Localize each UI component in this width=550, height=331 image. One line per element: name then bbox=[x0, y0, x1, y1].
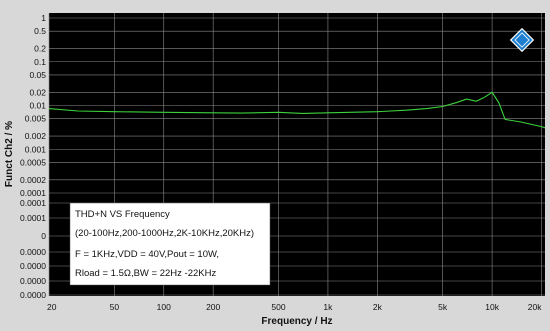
y-tick-label: 0.0001 bbox=[20, 198, 46, 208]
y-tick-label: 0.0002 bbox=[20, 175, 46, 185]
y-tick-label: 0.2 bbox=[34, 44, 46, 54]
x-tick-label: 500 bbox=[271, 302, 285, 312]
x-tick-label: 50 bbox=[110, 302, 120, 312]
y-tick-label: 0.0000 bbox=[20, 261, 46, 271]
y-tick-label: 0.02 bbox=[29, 87, 46, 97]
series-line bbox=[48, 91, 546, 129]
y-tick-label: 0.005 bbox=[25, 114, 47, 124]
annotation-box: THD+N VS Frequency (20-100Hz,200-1000Hz,… bbox=[69, 202, 271, 286]
annotation-line-1: THD+N VS Frequency bbox=[75, 209, 170, 220]
y-tick-label: 0.0001 bbox=[20, 188, 46, 198]
x-tick-label: 10k bbox=[485, 302, 499, 312]
rohde-schwarz-logo-icon bbox=[509, 27, 535, 53]
x-tick-label: 200 bbox=[206, 302, 220, 312]
x-tick-label: 2k bbox=[373, 302, 383, 312]
grid bbox=[48, 13, 545, 296]
y-tick-label: 0.5 bbox=[34, 26, 46, 36]
y-tick-labels: 1 0.5 0.2 0.1 0.05 0.02 0.01 0.005 0.002 0.001 0.0… bbox=[20, 13, 46, 300]
y-tick-label: 0 bbox=[41, 231, 46, 241]
y-axis-title: Funct Ch2 / % bbox=[4, 121, 15, 187]
x-tick-label: 100 bbox=[157, 302, 171, 312]
y-tick-label: 0.0000 bbox=[20, 247, 46, 257]
x-axis-title: Frequency / Hz bbox=[261, 316, 332, 326]
series-layer bbox=[48, 91, 546, 129]
y-tick-label: 0.05 bbox=[29, 70, 46, 80]
annotation-line-4: Rload = 1.5Ω,BW = 22Hz -22KHz bbox=[75, 268, 216, 279]
y-tick-label: 0.0005 bbox=[20, 157, 46, 167]
annotation-line-2: (20-100Hz,200-1000Hz,2K-10KHz,20KHz) bbox=[75, 228, 254, 239]
y-tick-label: 0.0000 bbox=[20, 290, 46, 300]
y-tick-label: 0.001 bbox=[25, 144, 47, 154]
x-tick-label: 20 bbox=[47, 302, 57, 312]
y-tick-label: 0.002 bbox=[25, 131, 47, 141]
x-tick-label: 20k bbox=[528, 302, 542, 312]
y-tick-label: 0.01 bbox=[29, 101, 46, 111]
y-tick-label: 0.1 bbox=[34, 57, 46, 67]
y-tick-label: 1 bbox=[41, 13, 46, 23]
y-tick-label: 0.0000 bbox=[20, 276, 46, 286]
x-tick-labels: 20 50 100 200 500 1k 2k 5k 10k 20k bbox=[47, 302, 542, 312]
annotation-line-3: F = 1KHz,VDD = 40V,Pout = 10W, bbox=[75, 249, 219, 260]
x-tick-label: 5k bbox=[438, 302, 448, 312]
y-tick-label: 0.0001 bbox=[20, 213, 46, 223]
x-tick-label: 1k bbox=[323, 302, 333, 312]
